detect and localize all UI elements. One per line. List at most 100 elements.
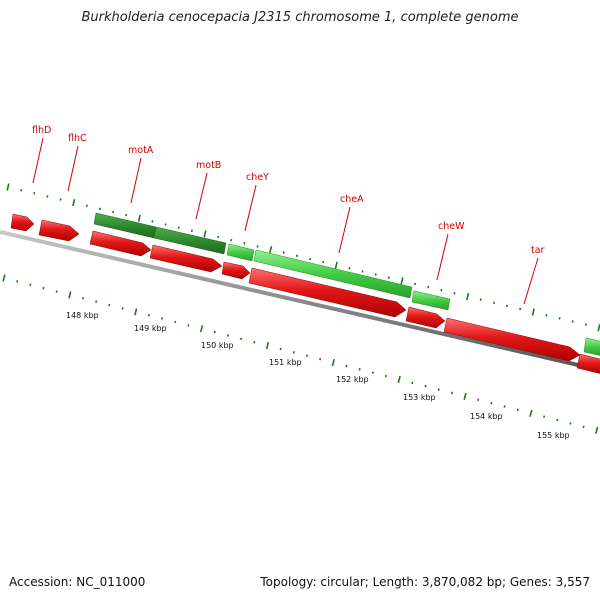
- kbp-label-152: 152 kbp: [336, 375, 369, 384]
- outer-tick-27: [361, 270, 364, 273]
- outer-tick-2: [33, 192, 36, 195]
- inner-tick-2: [29, 283, 32, 286]
- forward-strand-features: [93, 212, 600, 356]
- inner-tick-21: [279, 347, 282, 351]
- inner-tick-37: [490, 401, 493, 405]
- gene-feature-red-5: [221, 261, 251, 280]
- outer-tick-6: [85, 204, 88, 208]
- kbp-label-155: 155 kbp: [537, 431, 570, 440]
- inner-tick-39: [516, 408, 519, 412]
- outer-tick-20: [269, 246, 273, 254]
- outer-tick-18: [243, 242, 246, 245]
- gene-feature-red-3: [89, 230, 152, 257]
- outer-tick-36: [479, 298, 482, 301]
- inner-tick-14: [187, 324, 190, 327]
- outer-tick-26: [348, 267, 351, 270]
- label-leaders: [32, 137, 539, 305]
- outer-tick-19: [256, 245, 259, 248]
- inner-tick-27: [358, 368, 361, 371]
- inner-tick-32: [424, 384, 427, 388]
- outer-tick-11: [151, 220, 154, 223]
- inner-tick-24: [319, 357, 322, 361]
- chromosome-backbone: [0, 230, 600, 372]
- outer-tick-40: [531, 308, 535, 316]
- inner-tick-20: [265, 342, 270, 350]
- gene-feature-red-4: [149, 244, 223, 273]
- genome-summary-text: Topology: circular; Length: 3,870,082 bp…: [260, 575, 590, 589]
- gene-feature-partial-right: [583, 337, 600, 356]
- outer-tick-12: [164, 223, 167, 226]
- inner-tick-12: [161, 317, 164, 320]
- outer-tick-24: [322, 260, 325, 264]
- gene-feature-flhD: [10, 213, 35, 232]
- accession-text: Accession: NC_011000: [9, 575, 146, 589]
- gene-feature-cheW: [411, 290, 451, 311]
- reverse-strand-features: [10, 213, 600, 374]
- inner-tick-31: [411, 381, 414, 385]
- outer-tick-39: [519, 307, 522, 311]
- inner-tick-30: [397, 375, 401, 384]
- gene-feature-red-7: [405, 306, 446, 329]
- outer-tick-17: [230, 238, 233, 242]
- inner-tick-33: [437, 388, 440, 391]
- inner-tick-25: [331, 359, 335, 367]
- inner-tick-18: [240, 337, 243, 341]
- outer-tick-35: [466, 292, 470, 301]
- gene-label-flhD: flhD: [32, 125, 51, 136]
- gene-label-motA: motA: [128, 145, 154, 156]
- kbp-label-154: 154 kbp: [470, 412, 503, 421]
- inner-tick-36: [477, 398, 480, 402]
- outer-tick-28: [374, 273, 377, 276]
- gene-feature-cheA: [253, 249, 413, 299]
- kbp-label-149: 149 kbp: [134, 324, 167, 333]
- gene-label-cheW: cheW: [438, 221, 465, 232]
- outer-tick-25: [334, 261, 338, 269]
- inner-tick-8: [108, 303, 111, 307]
- inner-tick-44: [582, 425, 585, 429]
- outer-tick-1: [20, 188, 23, 192]
- inner-tick-29: [384, 374, 388, 378]
- inner-tick-23: [305, 354, 308, 357]
- inner-tick-11: [147, 313, 150, 317]
- inner-tick-0: [2, 274, 6, 282]
- inner-tick-43: [569, 422, 572, 425]
- outer-tick-0: [6, 183, 10, 191]
- outer-tick-37: [492, 301, 495, 304]
- outer-tick-8: [112, 210, 115, 214]
- map-title: Burkholderia cenocepacia J2315 chromosom…: [81, 10, 519, 25]
- kbp-label-150: 150 kbp: [201, 341, 234, 350]
- outer-tick-42: [558, 317, 561, 320]
- outer-tick-38: [506, 304, 509, 308]
- inner-tick-19: [253, 340, 256, 344]
- outer-tick-16: [217, 235, 220, 239]
- outer-tick-44: [584, 323, 587, 326]
- outer-tick-33: [440, 288, 443, 292]
- outer-tick-10: [137, 214, 141, 222]
- inner-tick-9: [121, 307, 124, 310]
- gene-label-cheA: cheA: [340, 194, 364, 205]
- outer-tick-14: [190, 229, 193, 233]
- inner-tick-41: [543, 415, 546, 418]
- outer-tick-32: [427, 285, 430, 289]
- inner-tick-13: [174, 320, 177, 324]
- inner-tick-38: [503, 405, 506, 408]
- outer-tick-4: [59, 198, 62, 201]
- outer-tick-5: [72, 199, 76, 207]
- outer-tick-31: [414, 282, 417, 286]
- inner-tick-35: [463, 392, 467, 400]
- kbp-label-148: 148 kbp: [66, 311, 99, 320]
- inner-tick-5: [68, 291, 72, 299]
- gene-label-flhC: flhC: [68, 133, 87, 144]
- inner-tick-45: [595, 426, 599, 434]
- outer-tick-30: [400, 277, 404, 285]
- inner-tick-28: [371, 371, 374, 374]
- outer-tick-15: [203, 230, 207, 238]
- outer-tick-29: [387, 276, 390, 279]
- gene-feature-tar: [443, 317, 581, 362]
- outer-tick-9: [125, 213, 128, 217]
- inner-tick-10: [134, 308, 138, 316]
- inner-tick-15: [199, 325, 204, 333]
- inner-tick-ring: [2, 274, 599, 434]
